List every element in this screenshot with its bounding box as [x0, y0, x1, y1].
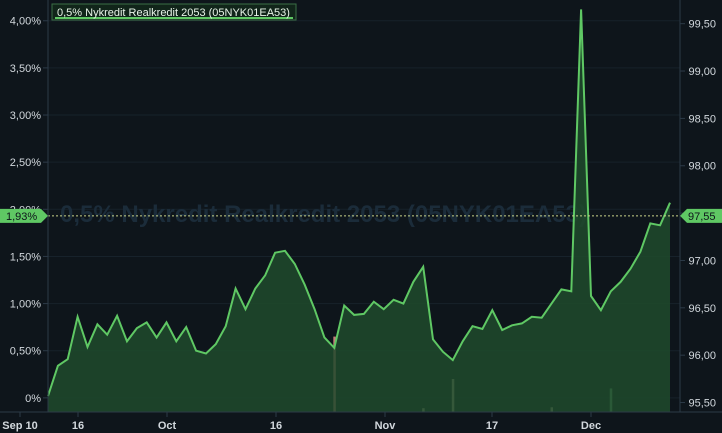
- x-tick-label: Oct: [158, 420, 177, 432]
- legend-box: [51, 3, 297, 21]
- series-area: [48, 9, 670, 413]
- x-axis: Sep 10 16 Oct 16 Nov 17 Dec: [2, 412, 601, 432]
- current-left-label: 1,93%: [6, 211, 37, 223]
- x-tick-label: Dec: [581, 420, 601, 432]
- current-right-badge: 97,55: [680, 208, 722, 223]
- left-tick-label: 2,50%: [10, 157, 41, 169]
- left-tick-label: 3,00%: [10, 110, 41, 122]
- right-tick-label: 99,50: [688, 19, 716, 31]
- legend-label: 0,5% Nykredit Realkredit 2053 (05NYK01EA…: [57, 7, 290, 19]
- current-right-badge-shape: [680, 208, 722, 223]
- current-left-badge: 1,93%: [0, 208, 48, 223]
- left-axis: 0%0,50%1,00%1,50%2,00%2,50%3,00%3,50%4,0…: [10, 16, 48, 405]
- right-tick-label: 96,00: [688, 350, 716, 362]
- x-tick-label: 16: [72, 420, 84, 432]
- current-left-badge-shape: [0, 208, 48, 223]
- x-tick-label: 17: [486, 420, 498, 432]
- left-tick-label: 3,50%: [10, 63, 41, 75]
- right-tick-label: 97,00: [688, 255, 716, 267]
- left-tick-label: 4,00%: [10, 16, 41, 28]
- left-tick-label: 1,50%: [10, 251, 41, 263]
- right-tick-label: 95,50: [688, 398, 716, 410]
- x-tick-label: Sep 10: [2, 420, 37, 432]
- right-tick-label: 98,00: [688, 161, 716, 173]
- current-right-label: 97,55: [688, 211, 716, 223]
- series-line: [47, 9, 671, 397]
- right-tick-label: 96,50: [688, 303, 716, 315]
- right-tick-label: 99,00: [688, 66, 716, 78]
- right-tick-label: 98,50: [688, 113, 716, 125]
- x-tick-label: 16: [270, 420, 282, 432]
- left-tick-label: 1,00%: [10, 299, 41, 311]
- x-tick-label: Nov: [375, 420, 397, 432]
- legend[interactable]: 0,5% Nykredit Realkredit 2053 (05NYK01EA…: [51, 3, 297, 21]
- left-tick-label: 0%: [25, 393, 41, 405]
- left-tick-label: 0,50%: [10, 346, 41, 358]
- watermark: 0,5% Nykredit Realkredit 2053 (05NYK01EA…: [60, 201, 587, 228]
